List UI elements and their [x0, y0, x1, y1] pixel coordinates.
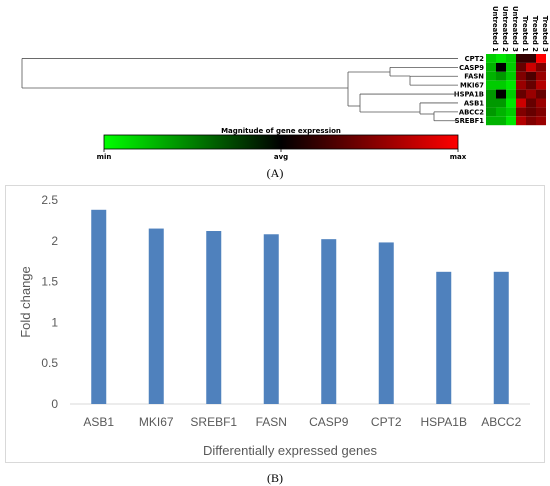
y-tick-label: 1	[51, 315, 58, 329]
bar	[91, 209, 107, 404]
heatmap-row-label: SREBF1	[455, 117, 485, 125]
heatmap-cell	[516, 80, 526, 90]
bar	[148, 228, 164, 404]
heatmap-cell	[536, 62, 546, 72]
y-tick-label: 0	[51, 397, 58, 411]
heatmap-column-label: Treated 3	[541, 16, 549, 53]
y-tick-label: 0.5	[41, 356, 58, 370]
heatmap-cell	[506, 62, 516, 72]
bar	[493, 271, 509, 404]
colorbar-max-label: max	[450, 153, 467, 161]
heatmap-cell	[496, 54, 506, 63]
heatmap-cell	[506, 116, 516, 126]
x-tick-label: HSPA1B	[421, 415, 467, 429]
heatmap-cell	[526, 116, 536, 126]
heatmap-cell	[486, 116, 496, 126]
heatmap-cell	[486, 98, 496, 108]
x-tick-label: MKI67	[139, 415, 174, 429]
panel-label-a: (A)	[266, 166, 284, 180]
heatmap-cell	[486, 80, 496, 90]
colorbar-min-label: min	[97, 153, 112, 161]
x-tick-label: ASB1	[83, 415, 114, 429]
heatmap-column-label: Untreated 3	[511, 6, 519, 52]
bar	[206, 231, 222, 404]
heatmap-cell	[536, 116, 546, 126]
x-tick-label: CASP9	[309, 415, 349, 429]
y-axis-title: Fold change	[18, 266, 33, 338]
heatmap-cell	[516, 71, 526, 81]
heatmap-cell	[506, 107, 516, 117]
heatmap-cell	[516, 116, 526, 126]
heatmap-row-label: CPT2	[465, 55, 485, 63]
heatmap-cell	[526, 54, 536, 63]
heatmap-cell	[536, 80, 546, 90]
heatmap-cell	[516, 89, 526, 99]
heatmap-cell	[496, 98, 506, 108]
x-tick-label: SREBF1	[190, 415, 237, 429]
heatmap-cell	[516, 62, 526, 72]
bar	[378, 242, 394, 404]
heatmap-cell	[536, 71, 546, 81]
heatmap-cell	[496, 80, 506, 90]
heatmap-cell	[486, 54, 496, 63]
heatmap-cell	[536, 98, 546, 108]
heatmap-cell	[536, 54, 546, 63]
heatmap-row-label: ASB1	[464, 99, 484, 107]
heatmap-cell	[506, 80, 516, 90]
heatmap-cell	[536, 107, 546, 117]
heatmap-column-label: Treated 2	[531, 16, 539, 53]
heatmap-cell	[496, 116, 506, 126]
colorbar-avg-label: avg	[274, 153, 288, 161]
x-axis-title: Differentially expressed genes	[203, 443, 377, 458]
y-tick-label: 2	[51, 234, 58, 248]
chart-b-frame	[5, 185, 545, 463]
bar	[321, 239, 337, 404]
bar-chart-panel: 0 0.5 1 1.5 2 2.5 ASB1 MKI67 SREBF1 FASN CASP9 CPT2…	[18, 193, 530, 458]
heatmap-row-label: MKI67	[460, 82, 484, 90]
colorbar-title: Magnitude of gene expression	[221, 127, 341, 135]
heatmap-panel: Untreated 1 Untreated 2 Untreated 3 Treated…	[21, 6, 549, 161]
bar	[436, 271, 452, 404]
heatmap-cell	[486, 89, 496, 99]
heatmap-cell	[496, 62, 506, 72]
heatmap-cell	[516, 98, 526, 108]
heatmap-cell	[506, 98, 516, 108]
x-tick-label: CPT2	[371, 415, 402, 429]
bar	[263, 234, 279, 404]
heatmap-row-label: ABCC2	[459, 108, 484, 116]
heatmap-row-label: FASN	[464, 73, 484, 81]
colorbar	[103, 134, 459, 150]
heatmap-cell	[526, 62, 536, 72]
heatmap-cell	[516, 54, 526, 63]
heatmap-cell	[526, 107, 536, 117]
heatmap-cell	[486, 62, 496, 72]
heatmap-cell	[526, 71, 536, 81]
y-tick-label: 1.5	[41, 275, 58, 289]
heatmap-cell	[506, 54, 516, 63]
heatmap-cell	[506, 89, 516, 99]
heatmap-cell	[506, 71, 516, 81]
heatmap-column-label: Untreated 1	[491, 6, 499, 52]
heatmap-cell	[496, 107, 506, 117]
heatmap-cell	[486, 71, 496, 81]
heatmap-cell	[486, 107, 496, 117]
y-tick-label: 2.5	[41, 193, 58, 207]
heatmap-cell	[526, 89, 536, 99]
heatmap-cell	[526, 98, 536, 108]
heatmap-row-label: HSPA1B	[454, 90, 484, 98]
heatmap-cell	[526, 80, 536, 90]
heatmap-cell	[516, 107, 526, 117]
heatmap-column-label: Untreated 2	[501, 6, 509, 52]
x-tick-label: FASN	[256, 415, 287, 429]
heatmap-cell	[536, 89, 546, 99]
heatmap-column-label: Treated 1	[521, 16, 529, 53]
heatmap-cell	[496, 71, 506, 81]
x-tick-label: ABCC2	[481, 415, 521, 429]
panel-label-b: (B)	[267, 471, 283, 485]
heatmap-cell	[496, 89, 506, 99]
heatmap-row-label: CASP9	[459, 64, 484, 72]
